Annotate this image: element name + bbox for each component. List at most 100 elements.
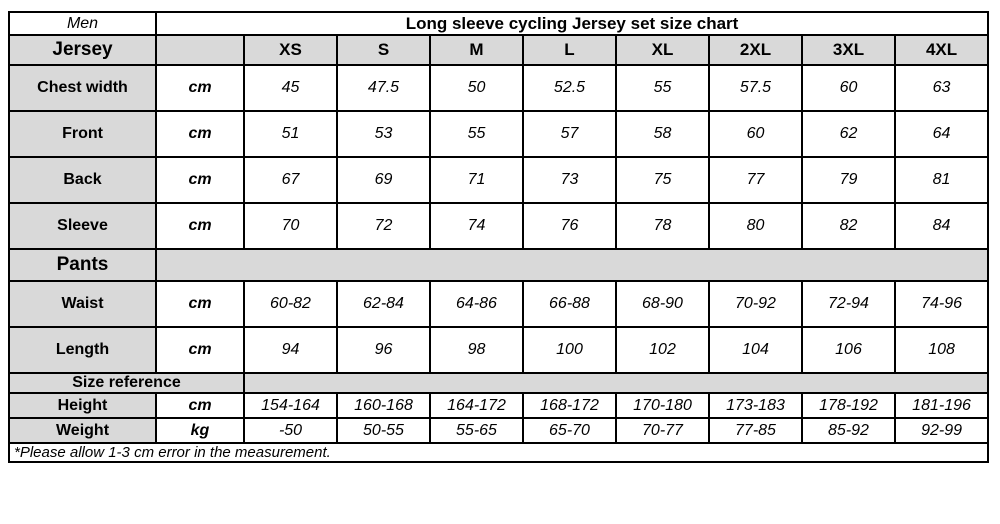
size-column-header: M bbox=[429, 34, 524, 66]
value-cell: 51 bbox=[243, 110, 338, 158]
value-cell: 57.5 bbox=[708, 64, 803, 112]
size-column-header: 3XL bbox=[801, 34, 896, 66]
value-cell: 80 bbox=[708, 202, 803, 250]
row-label: Back bbox=[8, 156, 157, 204]
empty-unit-header-cell bbox=[155, 34, 245, 66]
value-cell: 70-92 bbox=[708, 280, 803, 328]
unit-cell: cm bbox=[155, 392, 245, 419]
value-cell: 100 bbox=[522, 326, 617, 374]
size-column-header: XL bbox=[615, 34, 710, 66]
value-cell: 178-192 bbox=[801, 392, 896, 419]
size-column-header: XS bbox=[243, 34, 338, 66]
value-cell: 98 bbox=[429, 326, 524, 374]
chart-title: Long sleeve cycling Jersey set size char… bbox=[154, 11, 990, 36]
value-cell: 81 bbox=[893, 156, 990, 204]
row-sleeve: Sleeve cm 70 72 74 76 78 80 82 84 bbox=[8, 202, 990, 250]
value-cell: 74 bbox=[429, 202, 524, 250]
value-cell: 71 bbox=[429, 156, 524, 204]
value-cell: 55 bbox=[429, 110, 524, 158]
size-reference-header-row: Size reference bbox=[8, 372, 990, 394]
size-column-header: L bbox=[522, 34, 617, 66]
value-cell: 50-55 bbox=[336, 417, 431, 444]
size-reference-filler bbox=[242, 372, 990, 394]
jersey-header-row: Jersey XS S M L XL 2XL 3XL 4XL bbox=[8, 34, 990, 66]
value-cell: 60 bbox=[708, 110, 803, 158]
value-cell: 102 bbox=[615, 326, 710, 374]
size-column-header: 4XL bbox=[893, 34, 990, 66]
value-cell: 77-85 bbox=[708, 417, 803, 444]
value-cell: 60 bbox=[801, 64, 896, 112]
value-cell: 85-92 bbox=[801, 417, 896, 444]
pants-header-filler bbox=[154, 248, 990, 282]
row-height: Height cm 154-164 160-168 164-172 168-172 17… bbox=[8, 392, 990, 419]
value-cell: 72-94 bbox=[801, 280, 896, 328]
value-cell: 73 bbox=[522, 156, 617, 204]
value-cell: 173-183 bbox=[708, 392, 803, 419]
row-back: Back cm 67 69 71 73 75 77 79 81 bbox=[8, 156, 990, 204]
value-cell: 50 bbox=[429, 64, 524, 112]
value-cell: 70 bbox=[243, 202, 338, 250]
value-cell: 82 bbox=[801, 202, 896, 250]
value-cell: 58 bbox=[615, 110, 710, 158]
value-cell: 55 bbox=[615, 64, 710, 112]
value-cell: 68-90 bbox=[615, 280, 710, 328]
value-cell: 74-96 bbox=[893, 280, 990, 328]
row-front: Front cm 51 53 55 57 58 60 62 64 bbox=[8, 110, 990, 158]
row-label: Chest width bbox=[8, 64, 157, 112]
value-cell: 104 bbox=[708, 326, 803, 374]
pants-header-row: Pants bbox=[8, 248, 990, 282]
unit-cell: cm bbox=[155, 326, 245, 374]
value-cell: 181-196 bbox=[893, 392, 990, 419]
row-label: Front bbox=[8, 110, 157, 158]
value-cell: 168-172 bbox=[522, 392, 617, 419]
footnote-row: *Please allow 1-3 cm error in the measur… bbox=[7, 442, 990, 463]
value-cell: 53 bbox=[336, 110, 431, 158]
value-cell: 64-86 bbox=[429, 280, 524, 328]
gender-label: Men bbox=[8, 11, 157, 36]
value-cell: 57 bbox=[522, 110, 617, 158]
value-cell: 67 bbox=[243, 156, 338, 204]
section-label-size-reference: Size reference bbox=[8, 372, 245, 394]
row-label: Length bbox=[8, 326, 157, 374]
value-cell: 66-88 bbox=[522, 280, 617, 328]
value-cell: 45 bbox=[243, 64, 338, 112]
unit-cell: kg bbox=[155, 417, 245, 444]
value-cell: 96 bbox=[336, 326, 431, 374]
row-chest-width: Chest width cm 45 47.5 50 52.5 55 57.5 60 63 bbox=[8, 64, 990, 112]
unit-cell: cm bbox=[155, 156, 245, 204]
value-cell: 170-180 bbox=[615, 392, 710, 419]
value-cell: 84 bbox=[893, 202, 990, 250]
section-label-jersey: Jersey bbox=[8, 34, 157, 66]
value-cell: 65-70 bbox=[522, 417, 617, 444]
row-label: Height bbox=[8, 392, 157, 419]
value-cell: 62-84 bbox=[336, 280, 431, 328]
value-cell: 106 bbox=[801, 326, 896, 374]
size-column-header: 2XL bbox=[708, 34, 803, 66]
value-cell: 78 bbox=[615, 202, 710, 250]
unit-cell: cm bbox=[155, 110, 245, 158]
value-cell: 60-82 bbox=[243, 280, 338, 328]
value-cell: 164-172 bbox=[429, 392, 524, 419]
unit-cell: cm bbox=[155, 202, 245, 250]
value-cell: 77 bbox=[708, 156, 803, 204]
value-cell: 160-168 bbox=[336, 392, 431, 419]
section-label-pants: Pants bbox=[8, 248, 157, 282]
row-waist: Waist cm 60-82 62-84 64-86 66-88 68-90 70-92 7… bbox=[8, 280, 990, 328]
value-cell: -50 bbox=[243, 417, 338, 444]
value-cell: 72 bbox=[336, 202, 431, 250]
title-row: Men Long sleeve cycling Jersey set size … bbox=[8, 11, 990, 36]
row-weight: Weight kg -50 50-55 55-65 65-70 70-77 77-85 85… bbox=[8, 417, 990, 444]
value-cell: 52.5 bbox=[522, 64, 617, 112]
value-cell: 92-99 bbox=[893, 417, 990, 444]
value-cell: 47.5 bbox=[336, 64, 431, 112]
unit-cell: cm bbox=[155, 64, 245, 112]
value-cell: 70-77 bbox=[615, 417, 710, 444]
value-cell: 62 bbox=[801, 110, 896, 158]
row-length: Length cm 94 96 98 100 102 104 106 108 bbox=[8, 326, 990, 374]
value-cell: 55-65 bbox=[429, 417, 524, 444]
value-cell: 64 bbox=[893, 110, 990, 158]
row-label: Waist bbox=[8, 280, 157, 328]
size-chart-table: Men Long sleeve cycling Jersey set size … bbox=[7, 11, 990, 463]
value-cell: 79 bbox=[801, 156, 896, 204]
row-label: Weight bbox=[8, 417, 157, 444]
